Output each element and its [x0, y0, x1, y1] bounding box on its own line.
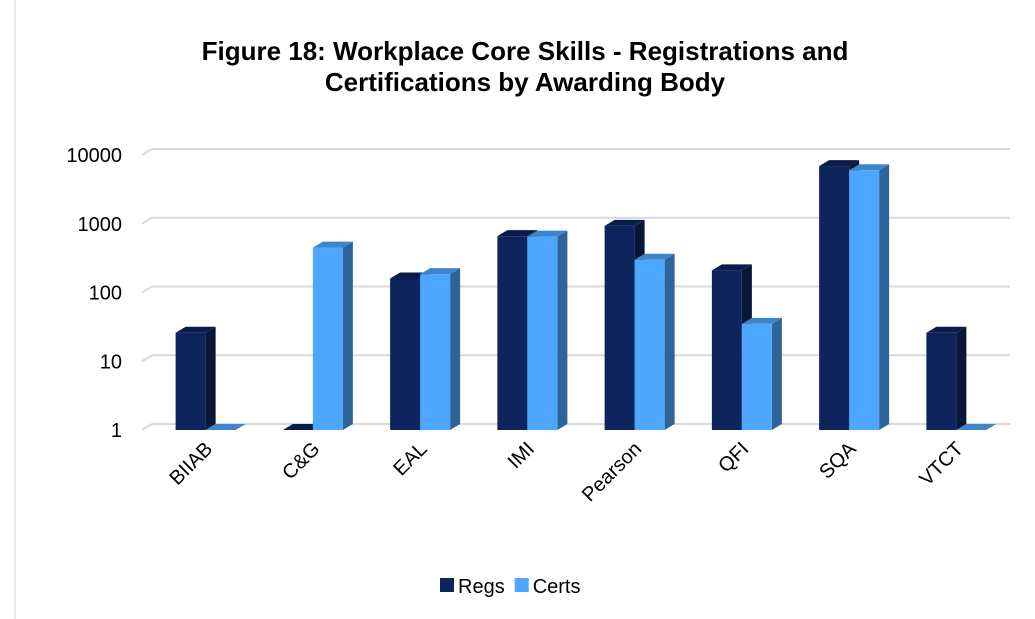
x-tick-label: QFI — [714, 438, 753, 477]
bar-top — [711, 264, 752, 271]
bar — [527, 236, 558, 430]
y-tick-label: 100 — [89, 283, 122, 305]
bar-top — [819, 160, 860, 167]
bar-top — [634, 253, 675, 260]
bar — [849, 170, 880, 430]
bar-top — [205, 424, 246, 430]
x-tick-label: Pearson — [578, 438, 646, 506]
legend-label: Regs — [458, 576, 505, 598]
bar-top — [741, 317, 782, 324]
bar-side — [205, 326, 216, 430]
grid-line-depth — [141, 423, 153, 431]
x-tick-label: SQA — [815, 438, 861, 484]
bar-side — [450, 268, 461, 430]
bar — [741, 323, 772, 430]
bar — [604, 225, 635, 430]
bar — [175, 332, 206, 430]
x-tick-label: VTCT — [915, 438, 967, 490]
x-tick-label: C&G — [278, 438, 324, 484]
y-tick-label: 10 — [100, 351, 122, 373]
bar-top — [497, 230, 538, 237]
bar-top — [926, 326, 967, 333]
grid-line-depth — [141, 216, 153, 225]
bar-side — [879, 164, 890, 430]
legend-label: Certs — [533, 576, 581, 598]
bar — [711, 270, 742, 430]
bar — [497, 236, 528, 430]
bar-side — [342, 241, 353, 430]
bar-top — [604, 219, 645, 226]
grid-line-depth — [141, 148, 153, 156]
bar — [390, 278, 421, 430]
bar-side — [557, 230, 568, 430]
y-tick-label: 10000 — [66, 145, 122, 167]
y-tick-label: 1 — [111, 420, 122, 442]
bar — [819, 166, 850, 430]
bar-top — [956, 424, 997, 430]
bar-top — [312, 241, 353, 248]
x-tick-label: BIIAB — [165, 438, 217, 490]
bar — [312, 247, 343, 430]
bar — [926, 332, 957, 430]
chart-title: Figure 18: Workplace Core Skills - Regis… — [201, 36, 849, 97]
bar-side — [956, 326, 967, 430]
bar-top — [527, 230, 568, 237]
bar — [420, 274, 451, 430]
grid-line-depth — [141, 354, 153, 363]
legend-swatch — [514, 578, 529, 592]
y-tick-label: 1000 — [78, 214, 123, 236]
bar-top — [849, 164, 890, 171]
bar-side — [771, 317, 782, 430]
bar — [634, 259, 665, 430]
grid-line-depth — [141, 285, 153, 294]
bar-top — [420, 268, 461, 275]
x-tick-label: EAL — [389, 438, 431, 480]
x-tick-label: IMI — [504, 438, 539, 473]
legend-swatch — [440, 578, 454, 592]
bar-top — [175, 326, 216, 333]
bar-side — [664, 253, 675, 430]
